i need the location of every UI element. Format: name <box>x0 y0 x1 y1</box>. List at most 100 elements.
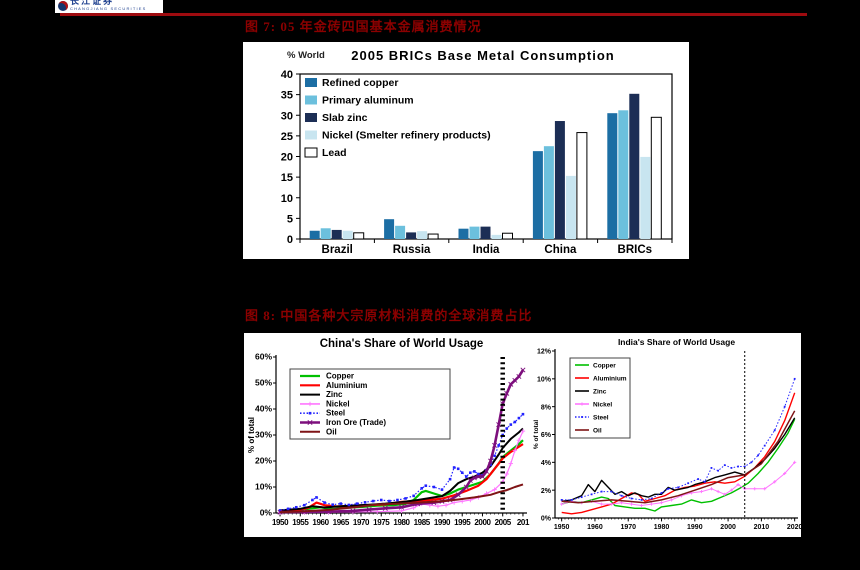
x-tick-label: 201 <box>517 518 530 527</box>
changjiang-emblem-icon <box>58 1 68 11</box>
y-tick-label: 35 <box>281 90 293 102</box>
marker <box>460 471 464 474</box>
legend-label: Nickel <box>326 399 350 408</box>
marker <box>455 492 461 498</box>
bar-slab-zinc <box>406 232 417 239</box>
y-axis-label: % World <box>287 50 325 61</box>
legend-label: Primary aluminum <box>322 95 414 107</box>
y-tick-label: 20 <box>281 152 293 164</box>
x-tick-label: 2010 <box>754 524 770 531</box>
legend-swatch <box>305 95 317 105</box>
bar-refined-copper <box>607 113 618 239</box>
y-tick-label: 0% <box>260 508 273 518</box>
bar-lead <box>650 116 662 240</box>
bar-primary-aluminum <box>469 226 480 239</box>
marker <box>703 480 706 483</box>
marker <box>489 463 492 467</box>
x-tick-label: 1970 <box>353 518 370 527</box>
x-tick-label: 1975 <box>373 518 390 527</box>
marker <box>521 412 525 416</box>
marker <box>650 497 653 500</box>
x-tick-label: 1960 <box>312 518 329 527</box>
marker <box>492 442 498 448</box>
share-line-charts: China's Share of World Usage % of total 0%… <box>244 333 801 537</box>
x-tick-label: 1970 <box>620 524 636 531</box>
category-label: China <box>544 244 577 256</box>
y-tick-label: 25 <box>281 131 293 143</box>
marker <box>504 390 510 396</box>
y-tick-label: 15 <box>281 172 293 184</box>
marker <box>448 477 452 481</box>
marker <box>513 420 517 424</box>
marker <box>497 444 500 447</box>
marker <box>308 411 312 415</box>
marker <box>496 422 502 428</box>
bar-refined-copper <box>458 228 469 239</box>
y-tick-label: 6% <box>541 432 552 439</box>
bar-nickel-smelter-refinery-products- <box>565 175 576 239</box>
marker <box>483 468 490 474</box>
x-tick-label: 1995 <box>454 518 471 527</box>
marker <box>730 467 733 469</box>
marker <box>424 484 428 487</box>
legend-swatch <box>304 147 318 158</box>
legend-label: Nickel <box>593 402 612 409</box>
marker <box>508 381 514 387</box>
y-tick-label: 10% <box>537 376 552 383</box>
bar-primary-aluminum <box>543 146 554 239</box>
marker <box>471 475 477 481</box>
marker <box>366 507 372 513</box>
bar-primary-aluminum <box>618 110 629 239</box>
x-tick-label: 2000 <box>720 524 736 531</box>
marker <box>452 466 456 469</box>
marker <box>396 498 399 502</box>
marker <box>303 503 306 507</box>
marker <box>463 484 469 490</box>
bar-primary-aluminum <box>395 225 406 239</box>
chart-title: 2005 BRICs Base Metal Consumption <box>351 48 614 63</box>
marker <box>477 472 480 476</box>
x-tick-label: 1985 <box>414 518 431 527</box>
bar-slab-zinc <box>331 229 342 239</box>
y-tick-label: 0% <box>541 516 552 523</box>
brics-bar-chart-svg: % World 2005 BRICs Base Metal Consumption… <box>243 42 689 259</box>
x-tick-label: 1950 <box>272 518 289 527</box>
marker <box>723 464 726 467</box>
marker <box>294 505 298 509</box>
marker <box>750 461 753 464</box>
marker <box>516 373 522 380</box>
y-axis-label: % of total <box>247 417 256 453</box>
bar-slab-zinc <box>554 121 565 239</box>
figure7-caption: 图 7: 05 年金砖四国基本金属消费情况 <box>245 19 482 34</box>
bar-refined-copper <box>384 219 395 239</box>
marker <box>773 429 776 432</box>
marker <box>331 503 334 506</box>
marker <box>737 465 739 468</box>
marker <box>560 499 563 501</box>
y-tick-label: 12% <box>537 349 552 356</box>
legend-box <box>569 357 631 439</box>
x-tick-label: 1950 <box>554 524 570 531</box>
brics-bar-chart: % World 2005 BRICs Base Metal Consumption… <box>243 42 689 259</box>
marker <box>710 467 713 469</box>
marker <box>620 494 623 497</box>
x-tick-label: 1990 <box>434 518 451 527</box>
category-label: Brazil <box>322 244 353 256</box>
bar-lead <box>576 132 588 240</box>
marker <box>520 367 526 373</box>
marker <box>475 474 481 480</box>
legend-label: Lead <box>322 147 347 159</box>
marker <box>371 499 375 503</box>
marker <box>440 488 444 491</box>
marker <box>286 507 290 511</box>
category-label: India <box>473 244 500 256</box>
x-tick-label: 2000 <box>474 518 491 527</box>
legend-label: Oil <box>593 428 602 435</box>
marker <box>355 502 359 505</box>
marker <box>610 490 613 493</box>
y-tick-label: 20% <box>255 456 272 466</box>
marker <box>467 477 473 484</box>
marker <box>311 498 314 502</box>
brand-logo: 长江证券 CHANGJIANG SECURITIES <box>55 0 163 13</box>
legend-label: Zinc <box>593 389 607 396</box>
